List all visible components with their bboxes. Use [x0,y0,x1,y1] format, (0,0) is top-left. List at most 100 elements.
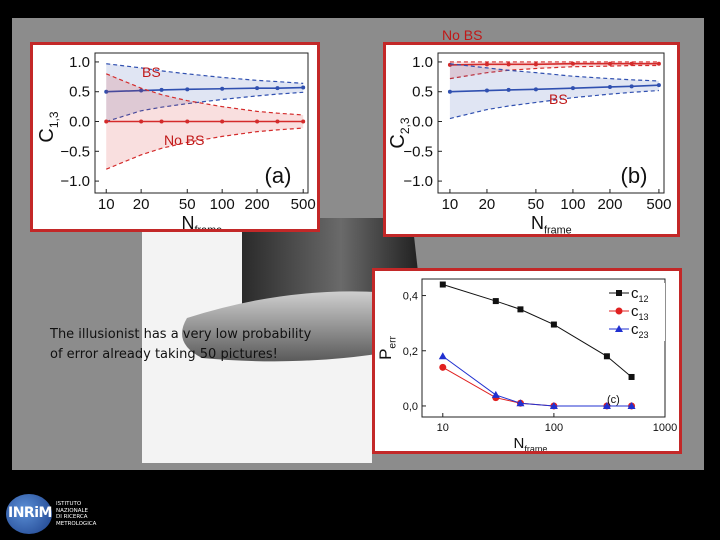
data-point [275,119,280,124]
x-tick-label: 20 [133,196,150,213]
caption-line-1: The illusionist has a very low probabili… [50,327,312,342]
y-tick-label: −0.5 [403,143,433,160]
data-point-triangle [438,352,447,360]
y-tick-label: 0.0 [69,114,90,131]
logo-words: ISTITUTO NAZIONALE DI RICERCA METROLOGIC… [56,501,96,527]
y-tick-label: −0.5 [60,143,90,160]
data-point-square [603,353,610,360]
chart-a: 10 20 50 100 200 500 1.0 0.5 0.0 −0.5 −1.0 C1,3 Nfra… [36,52,316,237]
caption: The illusionist has a very low probabili… [50,325,350,365]
legend-label-c13: c13 [631,303,649,322]
panel-label: (c) [607,394,620,406]
y-tick-label: 0,0 [403,401,418,413]
x-axis-label: Nframe [182,213,223,229]
data-point [484,88,489,93]
y-axis-label: C1,3 [36,111,61,142]
y-tick-label: −1.0 [60,173,90,190]
x-tick-label: 500 [646,196,671,213]
band-lower-line-1 [449,89,659,120]
y-tick-label: 1.0 [69,54,90,71]
annotation-bs-right: BS [549,91,568,107]
data-point [159,87,164,92]
y-tick-label: 0.5 [69,84,90,101]
x-axis-label: Nframe [514,435,548,451]
data-point-square [492,298,499,305]
series-line-c12 [442,284,632,378]
data-point-square [517,306,524,313]
x-tick-label: 100 [560,196,585,213]
data-point [447,89,452,94]
x-tick-label: 100 [210,196,235,213]
x-tick-label: 20 [479,196,496,213]
series-line-0 [449,62,659,66]
confidence-band-0 [106,63,304,122]
data-point [255,119,260,124]
x-tick-label: 100 [545,422,563,434]
y-axis-label: Perr [376,335,398,359]
logo-line: METROLOGICA [56,520,97,527]
x-tick-label: 50 [528,196,545,213]
x-tick-label: 200 [597,196,622,213]
data-point [506,62,511,67]
x-tick-label: 500 [291,196,316,213]
logo-line: DI RICERCA [56,514,88,520]
chart-b-frame: 10 20 50 100 200 500 1.0 0.5 0.0 −0.5 −1.0 C2,3 Nfra… [383,42,680,237]
data-point [301,119,306,124]
y-tick-label: 0,2 [403,346,418,358]
x-tick-label: 10 [98,196,115,213]
data-point [484,62,489,67]
data-point [139,119,144,124]
data-point-triangle [615,325,623,332]
data-point-triangle [602,401,611,409]
x-tick-label: 10 [437,422,449,434]
band-upper-line-0 [106,63,304,84]
logo-line: ISTITUTO [56,501,82,507]
data-point [139,88,144,93]
y-axis-label: C2,3 [387,117,412,148]
data-point [255,86,260,91]
annotation-no-bs-left: No BS [164,132,205,148]
panel-label: (a) [265,163,292,188]
data-point-circle [439,363,447,371]
data-point-triangle [516,399,525,407]
x-tick-label: 200 [245,196,270,213]
annotation-bs-left: BS [142,64,161,80]
data-point [301,85,306,90]
data-point [533,62,538,67]
data-point-square [550,321,557,328]
y-tick-label: 1.0 [412,54,433,71]
data-point [220,119,225,124]
logo-mark: INRiM [8,505,52,521]
y-tick-label: 0.0 [412,114,433,131]
data-point-triangle [491,390,500,398]
logo-globe-icon [6,494,52,534]
data-point [159,119,164,124]
data-point [570,61,575,66]
y-tick-label: −1.0 [403,173,433,190]
y-tick-label: 0.5 [412,84,433,101]
data-point-circle [615,307,623,315]
data-point [506,87,511,92]
data-point [104,89,109,94]
logo-line: NAZIONALE [56,507,89,514]
band-lower-line-0 [106,91,304,123]
data-point-square [628,373,635,380]
y-tick-label: 0,4 [403,291,418,303]
series-line-0 [106,86,304,93]
data-point [629,61,634,66]
data-point [656,61,661,66]
legend-label-c23: c23 [631,321,649,340]
data-point [533,87,538,92]
plot-area [437,52,665,194]
panel-label: (b) [621,163,648,188]
data-point [570,86,575,91]
data-point-triangle [627,401,636,409]
band-lower-line-0 [449,64,659,80]
data-point [185,87,190,92]
chart-b: 10 20 50 100 200 500 1.0 0.5 0.0 −0.5 −1.0 C2,3 Nfra… [387,52,671,237]
series-line-c23 [442,355,632,407]
data-point [275,86,280,91]
x-tick-label: 50 [179,196,196,213]
